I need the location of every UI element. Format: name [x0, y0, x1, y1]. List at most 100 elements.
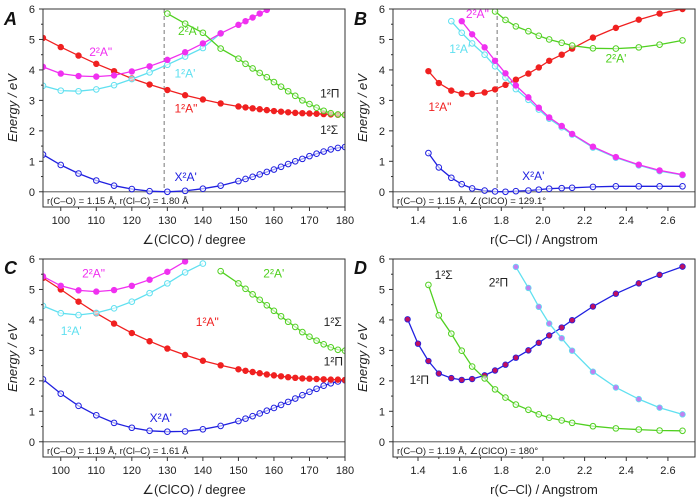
data-point [512, 354, 520, 361]
y-tick-label: 3 [379, 345, 385, 357]
data-point [217, 422, 224, 430]
data-point [299, 155, 306, 163]
data-point [146, 69, 153, 76]
data-point [256, 171, 264, 178]
y-tick-label: 0 [29, 187, 35, 199]
x-tick-label: 1.8 [494, 215, 509, 227]
data-point [199, 357, 207, 364]
data-point [334, 111, 342, 118]
data-point [284, 373, 292, 381]
data-point [217, 100, 224, 107]
x-tick-label: 180 [336, 215, 354, 227]
data-point [199, 96, 207, 103]
series-label: 2²A" [466, 7, 489, 21]
data-point [128, 185, 136, 193]
data-point [512, 263, 520, 271]
y-tick-label: 5 [29, 284, 35, 296]
data-point [217, 182, 224, 189]
data-point [546, 57, 553, 64]
series-label: 2²Π [489, 275, 508, 289]
series-label: 1²A" [196, 315, 219, 329]
series-label: 2²A" [82, 266, 105, 280]
y-tick-label: 1 [29, 406, 35, 418]
x-tick-label: 130 [158, 465, 176, 477]
data-point [448, 374, 455, 382]
series-3 [43, 260, 207, 319]
data-point [249, 14, 256, 21]
data-point [181, 259, 189, 265]
x-tick-label: 2.0 [535, 465, 550, 477]
data-point [558, 184, 566, 192]
data-point [146, 427, 153, 435]
data-point [656, 182, 663, 190]
x-tick-label: 120 [123, 215, 141, 227]
series-2 [425, 9, 686, 98]
data-point [263, 407, 271, 414]
data-point [75, 170, 82, 177]
x-tick-label: 170 [300, 465, 318, 477]
conditions-note: r(C–O) = 1.19 Å, ∠(ClCO) = 180° [397, 446, 538, 457]
data-point [270, 307, 278, 315]
data-point [435, 370, 443, 377]
data-point [589, 183, 597, 191]
data-point [448, 87, 455, 94]
data-point [292, 109, 299, 117]
data-point [199, 29, 207, 37]
data-point [291, 395, 299, 402]
series-label: 2²A' [263, 266, 284, 280]
data-point [110, 320, 118, 327]
data-point [525, 187, 532, 194]
x-tick-label: 110 [88, 215, 106, 227]
y-tick-label: 0 [29, 437, 35, 449]
data-point [612, 384, 620, 391]
data-point [589, 143, 597, 150]
data-point [435, 164, 443, 171]
x-tick-label: 1.8 [494, 465, 509, 477]
data-point [458, 347, 466, 354]
data-point [217, 30, 224, 37]
data-point [435, 79, 443, 87]
data-point [75, 311, 82, 319]
data-point [535, 32, 543, 40]
series-label: 2²A' [605, 51, 626, 65]
data-point [491, 9, 499, 15]
data-point [146, 81, 153, 88]
y-tick-label: 4 [29, 65, 35, 77]
data-point [458, 17, 465, 25]
data-point [468, 40, 476, 47]
data-point [525, 70, 532, 77]
data-point [235, 103, 242, 110]
y-tick-label: 2 [379, 376, 385, 388]
series-label: 1²A' [61, 324, 82, 338]
data-point [249, 105, 256, 112]
data-point [341, 111, 345, 119]
data-point [468, 31, 476, 38]
y-tick-label: 5 [379, 34, 385, 46]
data-point [481, 375, 488, 382]
data-point [334, 376, 342, 383]
data-point [110, 72, 118, 79]
data-point [181, 20, 189, 27]
data-point [57, 70, 64, 77]
data-point [110, 305, 118, 312]
data-point [502, 70, 509, 77]
data-point [284, 109, 292, 116]
chart-panel-c: Cr(C–O) = 1.19 Å, r(Cl–C) = 1.61 Å X²A' 1²… [4, 254, 354, 497]
data-point [146, 338, 153, 345]
data-point [612, 425, 620, 432]
data-point [270, 404, 278, 412]
data-point [75, 402, 82, 410]
data-point [635, 161, 642, 168]
data-point [284, 318, 292, 326]
data-point [306, 100, 313, 108]
data-point [270, 166, 278, 173]
data-point [635, 395, 642, 403]
data-point [491, 57, 499, 64]
data-point [558, 417, 566, 424]
data-point [242, 367, 249, 374]
data-point [256, 296, 264, 304]
series-label: 1²Π [410, 373, 429, 387]
data-point [502, 81, 509, 89]
data-point [263, 73, 271, 81]
x-tick-label: 2.4 [619, 465, 634, 477]
